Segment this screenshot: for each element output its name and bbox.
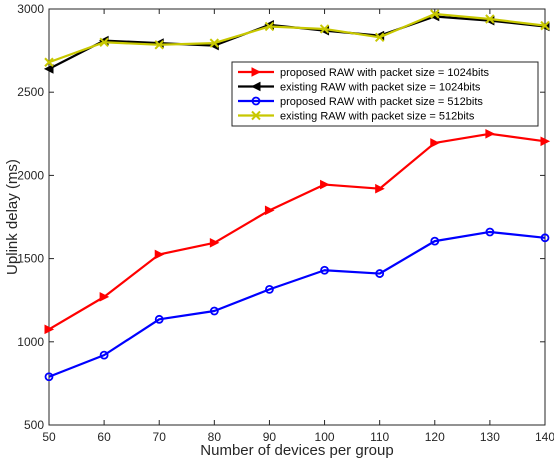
data-point-s3 bbox=[209, 306, 219, 316]
x-tick-label: 120 bbox=[425, 430, 445, 444]
series-line-4 bbox=[48, 12, 546, 64]
data-point-s4 bbox=[430, 9, 440, 19]
y-tick-label: 2000 bbox=[17, 168, 44, 182]
x-tick-label: 50 bbox=[42, 430, 56, 444]
x-tick-label: 100 bbox=[315, 430, 335, 444]
data-point-s3 bbox=[154, 314, 164, 324]
data-point-s3 bbox=[44, 372, 54, 382]
data-point-s1 bbox=[154, 249, 165, 260]
data-point-s4 bbox=[44, 57, 54, 67]
data-point-s4 bbox=[264, 21, 275, 32]
data-point-s1 bbox=[430, 138, 440, 148]
data-point-s1 bbox=[99, 292, 110, 302]
y-tick-label: 500 bbox=[24, 418, 44, 432]
y-tick-label: 3000 bbox=[17, 2, 44, 16]
data-point-s3 bbox=[320, 265, 329, 275]
data-point-s4 bbox=[485, 14, 495, 24]
x-tick-label: 70 bbox=[153, 430, 167, 444]
data-point-s4 bbox=[99, 37, 109, 47]
legend-label-3: proposed RAW with packet size = 512bits bbox=[280, 96, 483, 108]
series-line-3 bbox=[48, 230, 546, 378]
data-point-s3 bbox=[485, 227, 495, 237]
data-point-s4 bbox=[374, 32, 385, 42]
x-tick-label: 110 bbox=[370, 430, 389, 444]
y-tick-label: 1500 bbox=[17, 252, 44, 266]
legend-marker-4 bbox=[251, 110, 261, 121]
legend-label-4: existing RAW with packet size = 512bits bbox=[280, 111, 475, 123]
legend-marker-2 bbox=[250, 81, 261, 92]
data-point-s4 bbox=[209, 38, 220, 48]
legend-marker-3 bbox=[251, 96, 261, 106]
data-point-s4 bbox=[540, 20, 550, 31]
data-point-s1 bbox=[44, 324, 55, 335]
data-point-s3 bbox=[540, 233, 550, 243]
legend-box bbox=[231, 61, 539, 127]
data-point-s4 bbox=[154, 40, 164, 50]
data-point-s1 bbox=[209, 237, 220, 248]
series-line-1 bbox=[48, 132, 546, 331]
legend-label-1: proposed RAW with packet size = 1024bits bbox=[280, 67, 490, 79]
x-tick-label: 90 bbox=[263, 430, 277, 444]
data-point-s2 bbox=[43, 64, 54, 74]
y-axis-label: Uplink delay (ms) bbox=[4, 159, 21, 275]
x-tick-label: 80 bbox=[208, 430, 222, 444]
data-point-s1 bbox=[485, 128, 496, 139]
data-point-s1 bbox=[320, 179, 330, 190]
data-point-s1 bbox=[375, 183, 385, 194]
data-point-s4 bbox=[319, 24, 330, 34]
x-axis-label: Number of devices per group bbox=[200, 442, 393, 459]
data-point-s1 bbox=[264, 205, 275, 216]
data-point-s3 bbox=[375, 269, 385, 278]
legend-label-2: existing RAW with packet size = 1024bits bbox=[280, 82, 481, 94]
legend-marker-1 bbox=[251, 67, 262, 77]
x-tick-label: 130 bbox=[480, 430, 500, 444]
x-tick-label: 140 bbox=[535, 430, 554, 444]
data-point-s1 bbox=[540, 136, 551, 147]
y-tick-label: 2500 bbox=[17, 85, 44, 99]
x-tick-label: 60 bbox=[97, 430, 111, 444]
y-tick-label: 1000 bbox=[17, 335, 44, 349]
plot-frame bbox=[48, 8, 546, 426]
data-point-s3 bbox=[99, 350, 109, 360]
data-point-s3 bbox=[265, 284, 274, 294]
data-point-s3 bbox=[430, 236, 440, 246]
